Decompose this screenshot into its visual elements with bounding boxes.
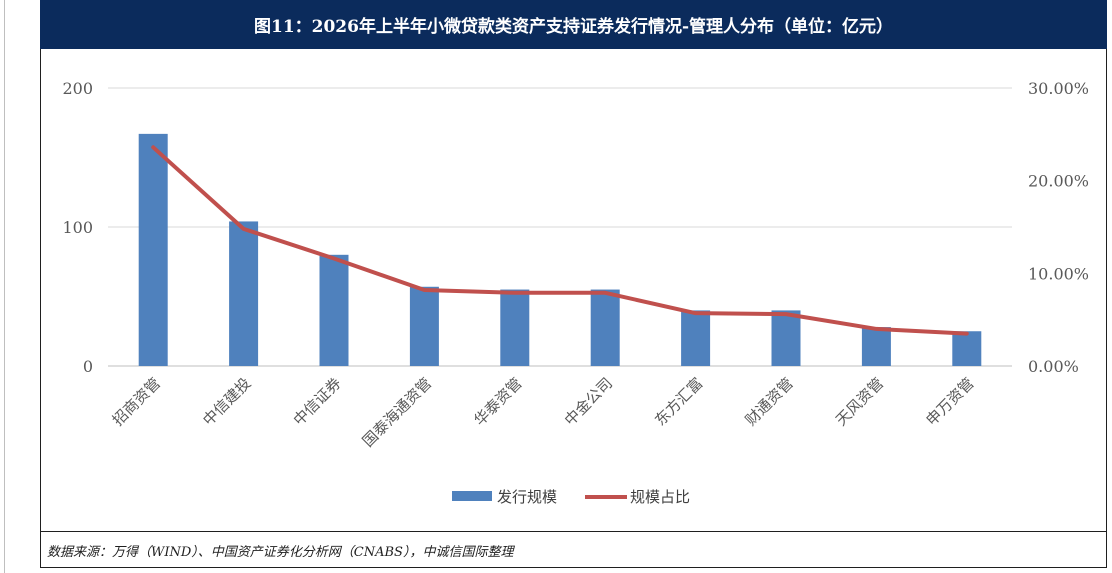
footer-divider (40, 531, 1107, 532)
bar-5 (500, 289, 530, 366)
legend-bar-swatch (452, 491, 492, 501)
bar-3 (319, 254, 349, 366)
bar-9 (861, 327, 891, 366)
y-left-tick-label: 0 (83, 357, 93, 376)
figure-title: 图11：2026年上半年小微贷款类资产支持证券发行情况-管理人分布（单位：亿元） (40, 0, 1107, 49)
legend-bar-label: 发行规模 (497, 488, 557, 506)
bar-10 (952, 331, 982, 366)
bar-8 (771, 310, 801, 366)
category-label: 天风资管 (832, 374, 887, 429)
category-label: 申万资管 (922, 374, 977, 429)
legend-line-label: 规模占比 (630, 488, 690, 506)
y-right-tick-label: 10.00% (1028, 264, 1089, 283)
category-label: 东方汇富 (651, 374, 706, 429)
bar-4 (409, 286, 439, 366)
y-right-tick-label: 0.00% (1028, 357, 1079, 376)
bar-7 (681, 310, 711, 366)
left-margin-rule (4, 0, 5, 573)
y-left-tick-label: 100 (62, 218, 93, 237)
share-line (151, 145, 969, 336)
bar-2 (229, 221, 259, 366)
bar-6 (590, 289, 620, 366)
category-label: 中信证券 (290, 374, 345, 429)
y-left-tick-label: 200 (62, 79, 93, 98)
y-right-tick-label: 20.00% (1028, 172, 1089, 191)
category-label: 华泰资管 (470, 374, 525, 429)
source-note: 数据来源：万得（WIND）、中国资产证券化分析网（CNABS），中诚信国际整理 (47, 545, 514, 560)
y-right-tick-label: 30.00% (1028, 79, 1089, 98)
category-label: 招商资管 (109, 374, 164, 429)
category-label: 中信建投 (199, 374, 254, 429)
category-label: 国泰海通资管 (359, 374, 435, 450)
category-label: 财通资管 (742, 374, 797, 429)
category-label: 中金公司 (561, 374, 616, 429)
bar-1 (138, 133, 168, 366)
